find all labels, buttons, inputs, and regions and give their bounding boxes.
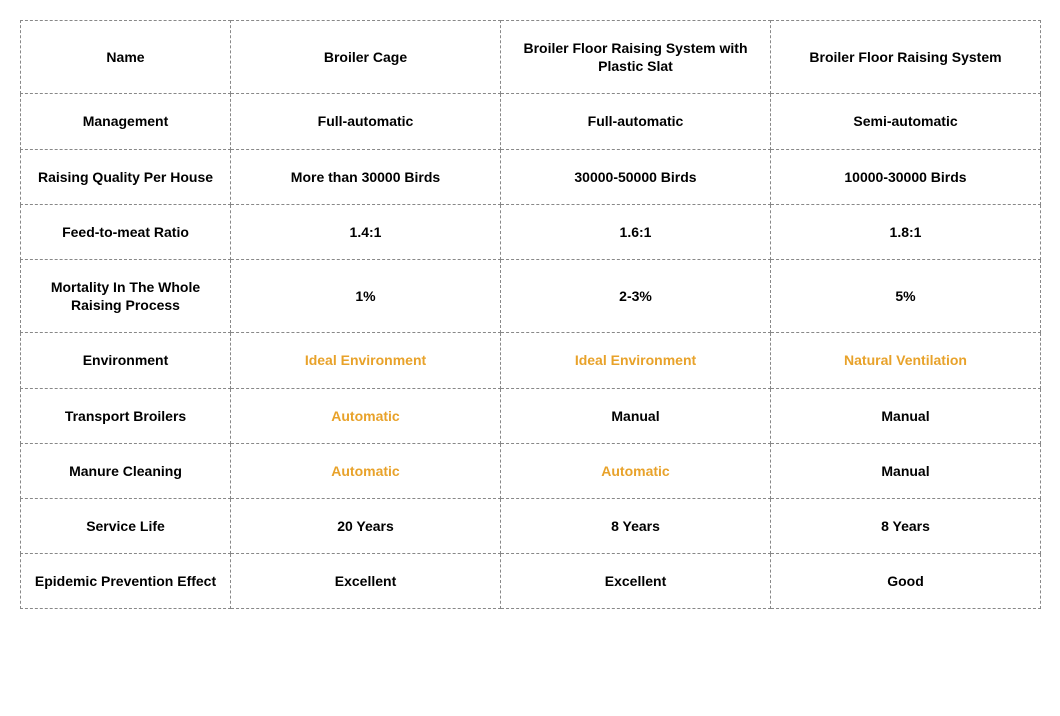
- data-cell: 5%: [771, 259, 1041, 332]
- data-cell: 8 Years: [771, 498, 1041, 553]
- data-cell: 1.8:1: [771, 204, 1041, 259]
- data-cell: Good: [771, 554, 1041, 609]
- header-cell-name: Name: [21, 21, 231, 94]
- data-cell: Ideal Environment: [501, 333, 771, 388]
- table-row: ManagementFull-automaticFull-automaticSe…: [21, 94, 1041, 149]
- data-cell: Automatic: [231, 388, 501, 443]
- header-cell-col2: Broiler Floor Raising System with Plasti…: [501, 21, 771, 94]
- data-cell: 1%: [231, 259, 501, 332]
- table-row: Epidemic Prevention EffectExcellentExcel…: [21, 554, 1041, 609]
- table-row: Raising Quality Per HouseMore than 30000…: [21, 149, 1041, 204]
- table-row: Transport BroilersAutomaticManualManual: [21, 388, 1041, 443]
- data-cell: Automatic: [231, 443, 501, 498]
- data-cell: 10000-30000 Birds: [771, 149, 1041, 204]
- data-cell: Automatic: [501, 443, 771, 498]
- table-row: Service Life20 Years8 Years8 Years: [21, 498, 1041, 553]
- comparison-table: Name Broiler Cage Broiler Floor Raising …: [20, 20, 1041, 609]
- row-label: Mortality In The Whole Raising Process: [21, 259, 231, 332]
- data-cell: Natural Ventilation: [771, 333, 1041, 388]
- data-cell: Excellent: [501, 554, 771, 609]
- data-cell: 8 Years: [501, 498, 771, 553]
- data-cell: Manual: [501, 388, 771, 443]
- row-label: Epidemic Prevention Effect: [21, 554, 231, 609]
- row-label: Management: [21, 94, 231, 149]
- data-cell: Ideal Environment: [231, 333, 501, 388]
- row-label: Service Life: [21, 498, 231, 553]
- row-label: Transport Broilers: [21, 388, 231, 443]
- data-cell: 20 Years: [231, 498, 501, 553]
- data-cell: Full-automatic: [501, 94, 771, 149]
- table-header-row: Name Broiler Cage Broiler Floor Raising …: [21, 21, 1041, 94]
- table-row: Feed-to-meat Ratio1.4:11.6:11.8:1: [21, 204, 1041, 259]
- header-cell-col1: Broiler Cage: [231, 21, 501, 94]
- header-cell-col3: Broiler Floor Raising System: [771, 21, 1041, 94]
- row-label: Raising Quality Per House: [21, 149, 231, 204]
- data-cell: Excellent: [231, 554, 501, 609]
- data-cell: 1.6:1: [501, 204, 771, 259]
- row-label: Manure Cleaning: [21, 443, 231, 498]
- data-cell: Manual: [771, 443, 1041, 498]
- data-cell: 30000-50000 Birds: [501, 149, 771, 204]
- row-label: Environment: [21, 333, 231, 388]
- data-cell: 2-3%: [501, 259, 771, 332]
- data-cell: More than 30000 Birds: [231, 149, 501, 204]
- table-row: Manure CleaningAutomaticAutomaticManual: [21, 443, 1041, 498]
- data-cell: Semi-automatic: [771, 94, 1041, 149]
- data-cell: Full-automatic: [231, 94, 501, 149]
- table-body: Name Broiler Cage Broiler Floor Raising …: [21, 21, 1041, 609]
- table-row: Mortality In The Whole Raising Process1%…: [21, 259, 1041, 332]
- row-label: Feed-to-meat Ratio: [21, 204, 231, 259]
- data-cell: 1.4:1: [231, 204, 501, 259]
- data-cell: Manual: [771, 388, 1041, 443]
- table-row: EnvironmentIdeal EnvironmentIdeal Enviro…: [21, 333, 1041, 388]
